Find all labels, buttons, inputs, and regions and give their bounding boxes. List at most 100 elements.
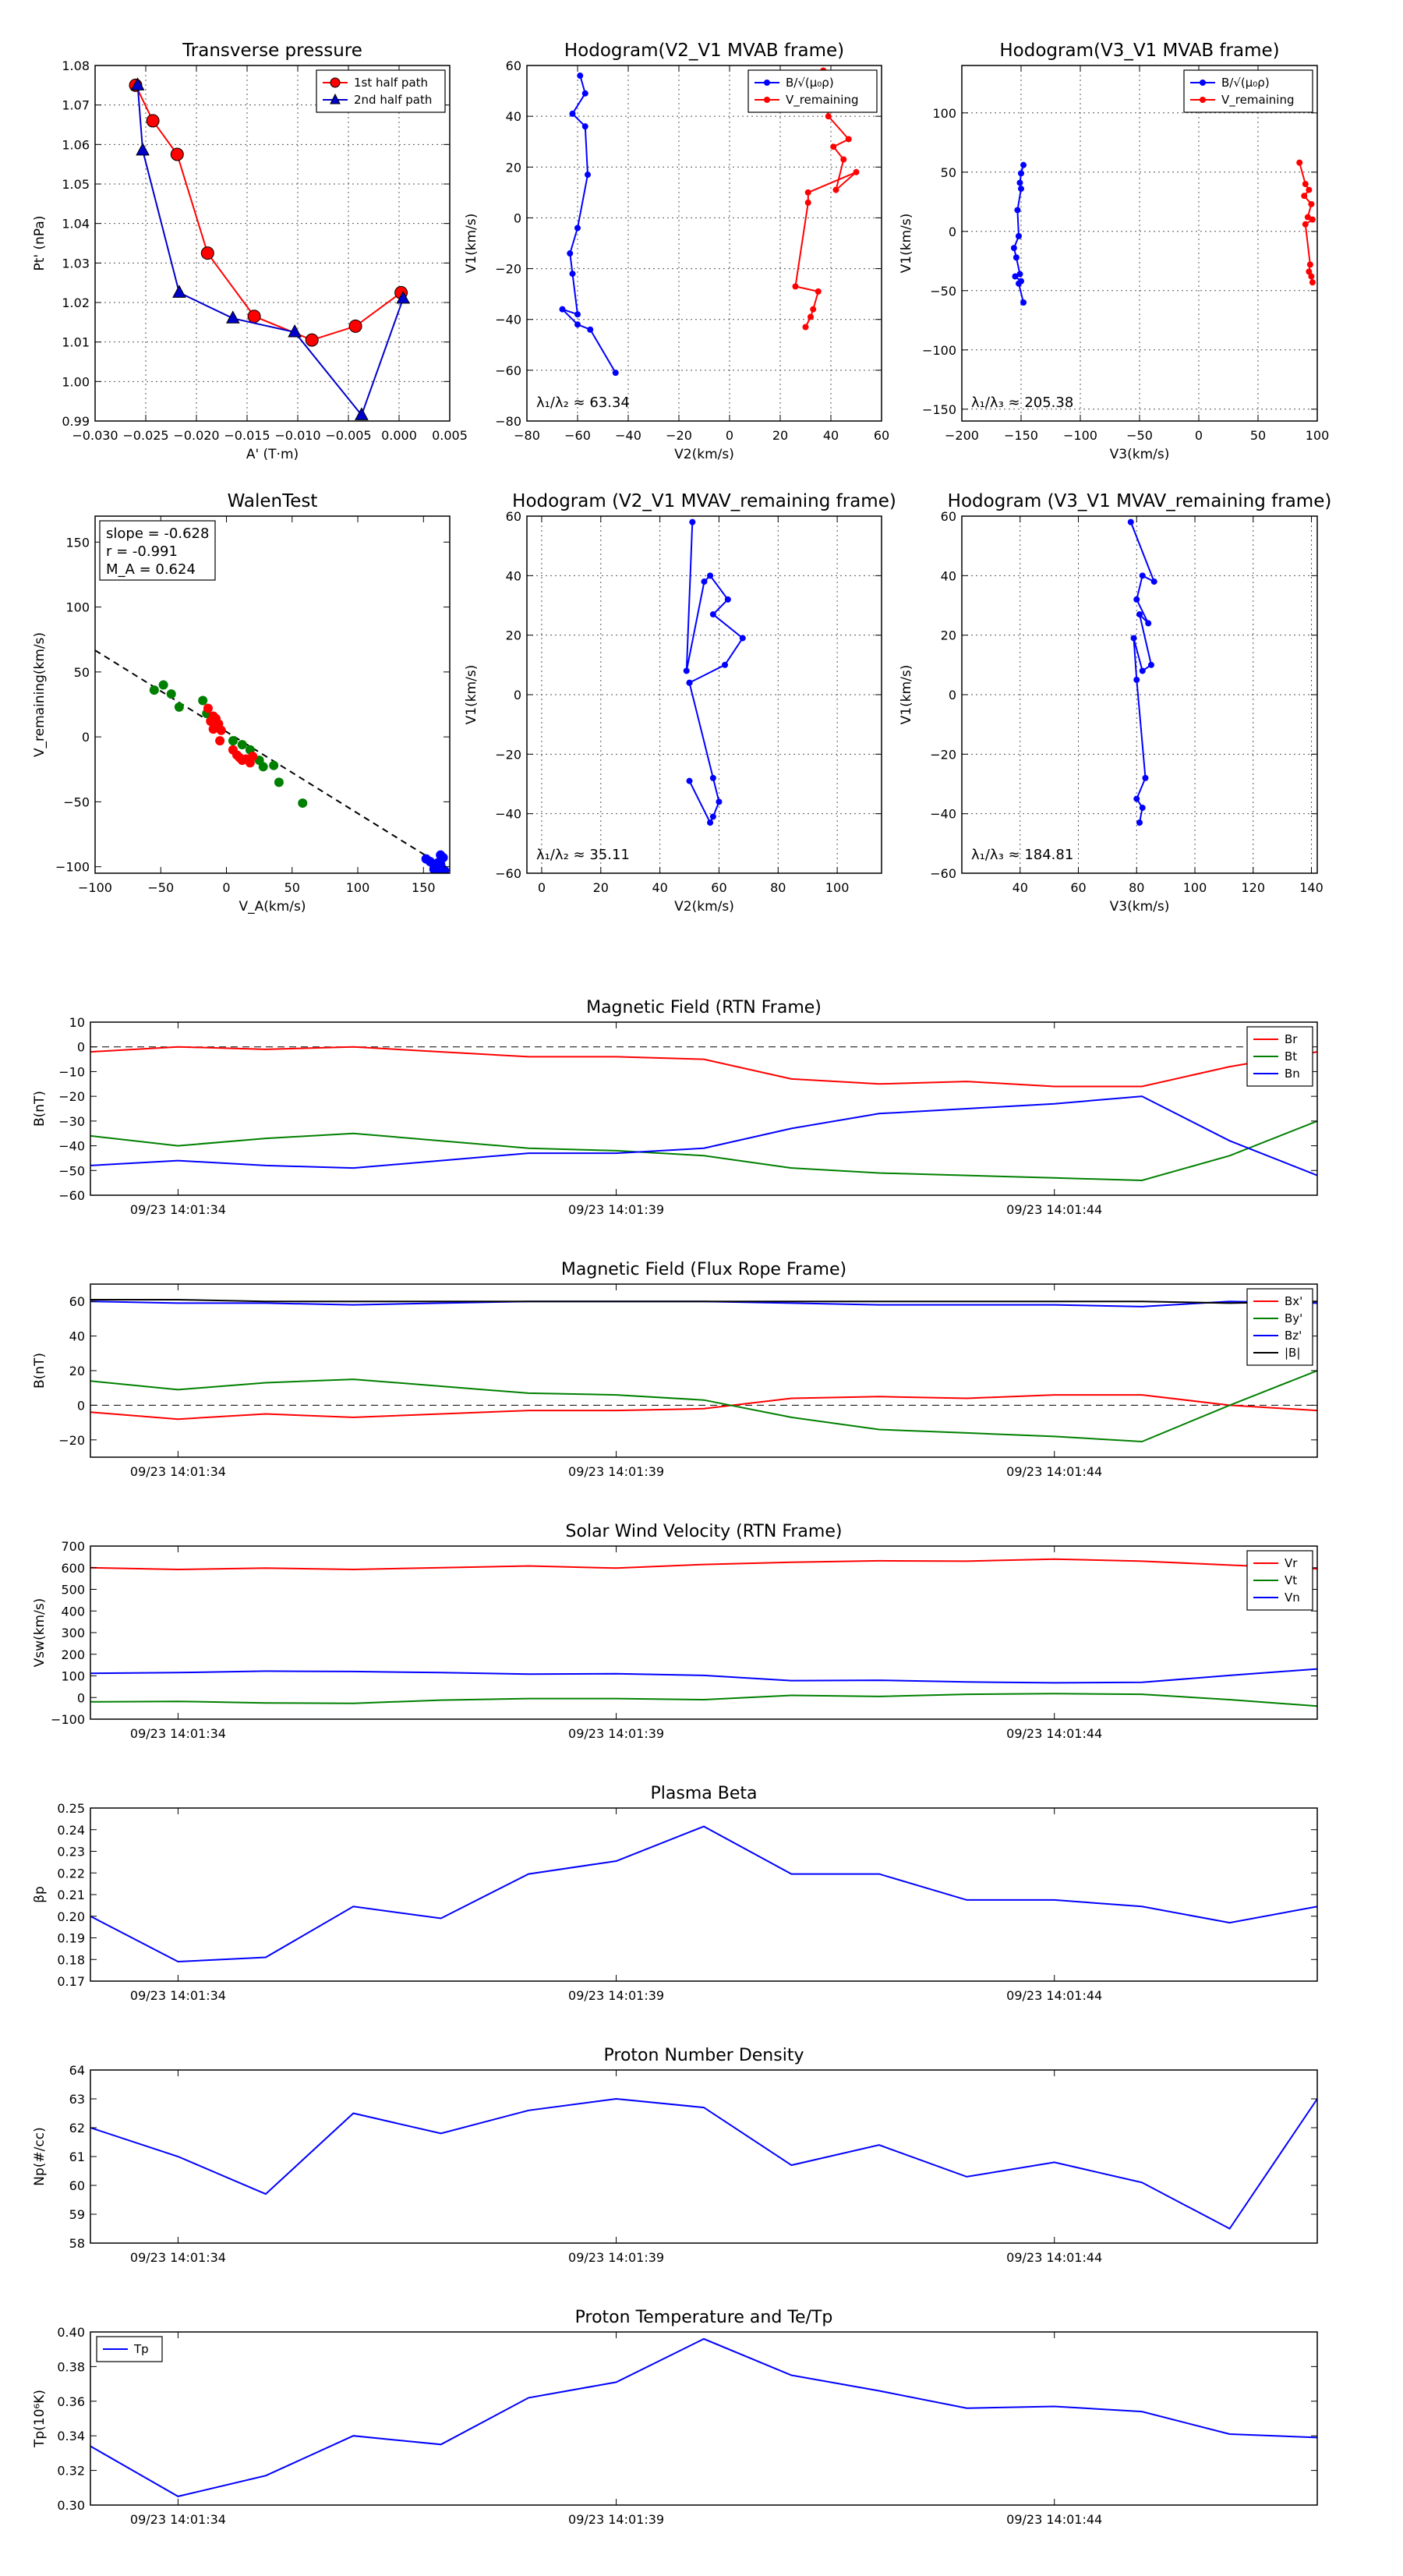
x-tick-label: 09/23 14:01:39 <box>568 2250 664 2265</box>
data-point <box>686 679 693 686</box>
axes-frame <box>94 515 451 874</box>
data-point <box>830 143 837 150</box>
y-tick-label: −20 <box>495 262 521 277</box>
y-tick-label: 63 <box>69 2092 85 2107</box>
x-tick-label: 120 <box>1241 880 1265 895</box>
x-axis-label: A' (T·m) <box>246 447 299 462</box>
x-tick-label: −0.005 <box>325 428 371 443</box>
data-point <box>1136 819 1143 826</box>
legend-box <box>1246 1288 1313 1366</box>
series-0 <box>90 2337 1317 2497</box>
data-point <box>1145 620 1152 627</box>
legend-label: 2nd half path <box>354 93 432 107</box>
y-tick-label: 1.06 <box>62 137 90 152</box>
series-1 <box>90 1370 1317 1443</box>
y-tick-label: 0 <box>949 688 956 702</box>
data-point <box>1015 232 1022 239</box>
data-point <box>577 73 584 80</box>
y-axis-label: Tp(10⁶K) <box>32 2390 48 2448</box>
y-tick-label: −60 <box>495 363 521 378</box>
legend-label: B/√(μ₀ρ) <box>1221 76 1270 90</box>
chart-title: Solar Wind Velocity (RTN Frame) <box>566 1522 843 1541</box>
x-tick-label: −0.030 <box>72 428 118 443</box>
axes-frame <box>526 65 882 422</box>
data-point <box>258 762 268 772</box>
y-tick-label: 0.24 <box>57 1823 85 1838</box>
chart-title: Hodogram(V3_V1 MVAB frame) <box>999 41 1279 61</box>
y-tick-label: −20 <box>58 1433 85 1448</box>
series-1 <box>90 1693 1317 1707</box>
data-point <box>585 172 591 179</box>
x-axis-label: V2(km/s) <box>674 447 734 462</box>
data-point <box>574 225 581 232</box>
y-tick-label: −40 <box>930 807 956 822</box>
axes-frame <box>90 2331 1318 2506</box>
y-tick-label: 40 <box>506 109 521 124</box>
x-tick-label: 0 <box>538 880 546 895</box>
legend-label: 1st half path <box>354 76 428 90</box>
series-line <box>90 1095 1317 1177</box>
data-point <box>709 610 716 617</box>
series-line <box>90 1300 1317 1307</box>
legend: 1st half path 2nd half path <box>316 69 446 113</box>
data-point <box>248 752 258 762</box>
data-point <box>1133 676 1140 683</box>
data-point <box>1150 578 1157 585</box>
y-tick-label: 0.30 <box>57 2498 85 2513</box>
data-point <box>136 142 150 156</box>
series-line <box>1129 522 1156 823</box>
data-point <box>208 724 218 734</box>
x-tick-label: −50 <box>1126 428 1153 443</box>
x-tick-label: 60 <box>711 880 726 895</box>
y-tick-label: −50 <box>58 1163 85 1178</box>
x-tick-label: 20 <box>593 880 609 895</box>
y-tick-label: 64 <box>69 2063 85 2078</box>
legend: Tp <box>96 2336 163 2362</box>
y-tick-label: 100 <box>61 1669 85 1684</box>
legend: Vr Vt Vn <box>1246 1550 1313 1611</box>
series-2 <box>90 1668 1317 1684</box>
x-tick-label: 09/23 14:01:34 <box>130 2512 226 2527</box>
chart-title: Proton Number Density <box>604 2046 804 2065</box>
y-tick-label: 1.01 <box>62 335 90 350</box>
data-point <box>845 136 852 143</box>
data-point <box>1142 774 1149 781</box>
data-point <box>216 725 226 735</box>
x-tick-label: −100 <box>1063 428 1097 443</box>
legend-label: By' <box>1285 1311 1302 1325</box>
data-point <box>355 407 369 420</box>
x-tick-label: −80 <box>514 428 540 443</box>
y-tick-label: 0 <box>77 1398 85 1413</box>
legend-label: Vn <box>1285 1591 1300 1605</box>
y-tick-label: 0.25 <box>57 1801 85 1816</box>
x-tick-label: 09/23 14:01:44 <box>1006 1202 1102 1217</box>
data-point <box>587 326 594 333</box>
data-point <box>348 319 362 333</box>
data-point <box>1309 279 1316 286</box>
data-point <box>396 290 411 304</box>
y-tick-label: 10 <box>69 1015 85 1030</box>
data-point <box>237 740 247 750</box>
data-point <box>1018 186 1024 193</box>
y-tick-label: −40 <box>58 1139 85 1154</box>
stats-line: r = -0.991 <box>106 543 178 560</box>
legend-marker <box>764 80 770 86</box>
series-line <box>90 1558 1317 1571</box>
y-tick-label: −30 <box>58 1114 85 1129</box>
data-point <box>567 250 574 257</box>
y-tick-label: 150 <box>65 535 90 550</box>
x-axis-label: V3(km/s) <box>1110 447 1170 462</box>
y-tick-label: 1.03 <box>62 256 90 271</box>
series-line <box>136 85 405 417</box>
data-point <box>1302 221 1309 228</box>
data-point <box>158 680 168 690</box>
legend-box <box>316 69 446 113</box>
data-point <box>808 313 814 320</box>
data-point <box>1133 596 1140 603</box>
y-tick-label: 40 <box>941 568 956 583</box>
y-tick-label: 0.36 <box>57 2394 85 2409</box>
data-point <box>274 777 284 787</box>
series-0 <box>129 78 408 347</box>
x-tick-label: 40 <box>652 880 667 895</box>
